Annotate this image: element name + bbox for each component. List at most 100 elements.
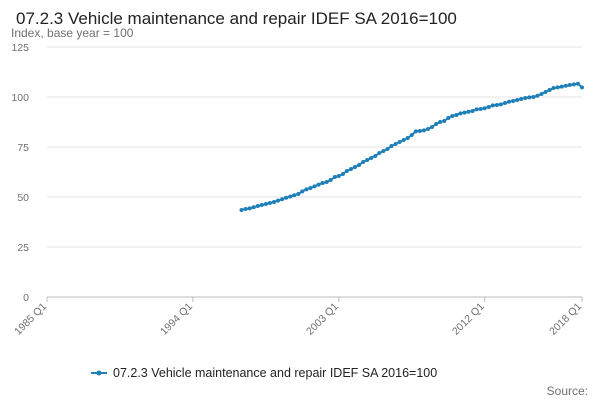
- data-point[interactable]: [401, 138, 406, 142]
- legend[interactable]: 07.2.3 Vehicle maintenance and repair ID…: [91, 366, 437, 380]
- data-point[interactable]: [263, 202, 268, 206]
- data-point[interactable]: [328, 178, 333, 182]
- data-point[interactable]: [466, 109, 471, 114]
- data-point[interactable]: [478, 107, 483, 111]
- data-point[interactable]: [454, 113, 459, 117]
- data-point[interactable]: [349, 167, 353, 171]
- data-point[interactable]: [247, 206, 252, 211]
- legend-label: 07.2.3 Vehicle maintenance and repair ID…: [113, 366, 437, 380]
- data-point[interactable]: [434, 122, 439, 126]
- data-point[interactable]: [239, 208, 244, 212]
- data-point[interactable]: [474, 107, 479, 112]
- data-point[interactable]: [503, 101, 507, 105]
- x-tick-label: 2003 Q1: [304, 301, 341, 338]
- data-point[interactable]: [421, 128, 426, 133]
- data-point[interactable]: [365, 158, 370, 162]
- x-tick-label: 2012 Q1: [450, 301, 487, 338]
- data-point[interactable]: [361, 160, 366, 164]
- chart-subtitle: Index, base year = 100: [11, 26, 134, 40]
- data-point[interactable]: [446, 116, 451, 120]
- data-point[interactable]: [344, 169, 349, 173]
- data-point[interactable]: [304, 187, 309, 192]
- data-point[interactable]: [494, 103, 499, 107]
- data-point[interactable]: [272, 200, 276, 204]
- data-point[interactable]: [369, 156, 374, 160]
- data-point[interactable]: [527, 95, 532, 100]
- data-point[interactable]: [393, 142, 398, 146]
- y-tick-label: 0: [23, 292, 29, 304]
- x-tick-label: 2018 Q1: [547, 301, 584, 338]
- data-point[interactable]: [292, 193, 297, 198]
- data-point[interactable]: [450, 114, 455, 118]
- legend-swatch-marker: [96, 370, 102, 376]
- data-point[interactable]: [259, 203, 264, 207]
- data-point[interactable]: [547, 88, 552, 92]
- data-point[interactable]: [300, 189, 305, 194]
- data-point[interactable]: [567, 83, 572, 87]
- data-point[interactable]: [511, 99, 516, 103]
- data-point[interactable]: [490, 103, 495, 108]
- y-tick-label: 125: [11, 42, 29, 54]
- data-point[interactable]: [397, 140, 402, 144]
- x-tick-label: 1994 Q1: [158, 301, 195, 338]
- data-point[interactable]: [409, 133, 414, 137]
- data-point[interactable]: [381, 149, 386, 153]
- source-label[interactable]: Source:: [547, 384, 588, 398]
- data-point[interactable]: [373, 154, 378, 158]
- data-point[interactable]: [308, 186, 313, 190]
- data-point[interactable]: [276, 198, 280, 203]
- data-point[interactable]: [357, 163, 362, 167]
- data-point[interactable]: [498, 102, 503, 107]
- data-point[interactable]: [413, 129, 418, 134]
- data-point[interactable]: [296, 192, 301, 196]
- data-point[interactable]: [426, 127, 430, 131]
- data-point[interactable]: [563, 83, 568, 88]
- data-point[interactable]: [543, 90, 548, 94]
- data-point[interactable]: [462, 110, 467, 115]
- data-point[interactable]: [486, 105, 491, 109]
- data-point[interactable]: [507, 99, 511, 104]
- data-point[interactable]: [555, 85, 560, 90]
- data-point[interactable]: [417, 129, 422, 133]
- data-point[interactable]: [575, 81, 580, 86]
- data-point[interactable]: [531, 95, 536, 99]
- data-point[interactable]: [458, 111, 463, 116]
- data-point[interactable]: [551, 86, 556, 90]
- data-point[interactable]: [442, 119, 447, 123]
- data-point[interactable]: [482, 106, 487, 111]
- data-point[interactable]: [523, 96, 528, 100]
- data-point[interactable]: [438, 120, 443, 124]
- data-point[interactable]: [251, 205, 256, 210]
- data-point[interactable]: [535, 93, 540, 98]
- data-point[interactable]: [539, 92, 544, 96]
- data-point[interactable]: [316, 182, 321, 187]
- data-point[interactable]: [515, 98, 520, 102]
- data-point[interactable]: [320, 181, 325, 185]
- data-point[interactable]: [405, 136, 410, 140]
- y-tick-label: 100: [11, 92, 29, 104]
- data-point[interactable]: [470, 109, 475, 113]
- data-point[interactable]: [284, 195, 289, 200]
- data-point[interactable]: [267, 201, 272, 205]
- data-point[interactable]: [430, 125, 434, 129]
- data-point[interactable]: [332, 175, 337, 179]
- y-tick-label: 25: [17, 242, 29, 254]
- data-point[interactable]: [280, 197, 285, 202]
- data-point[interactable]: [571, 82, 576, 87]
- data-point[interactable]: [353, 165, 357, 169]
- data-point[interactable]: [336, 174, 341, 178]
- data-point[interactable]: [580, 85, 584, 90]
- data-point[interactable]: [389, 144, 394, 148]
- data-point[interactable]: [377, 151, 382, 155]
- data-point[interactable]: [519, 97, 524, 101]
- data-point[interactable]: [324, 180, 329, 184]
- data-point[interactable]: [312, 184, 317, 189]
- data-point[interactable]: [385, 147, 390, 151]
- data-point[interactable]: [255, 204, 260, 208]
- data-point[interactable]: [243, 207, 248, 211]
- data-point[interactable]: [340, 172, 345, 176]
- data-point[interactable]: [559, 84, 564, 89]
- data-point[interactable]: [288, 194, 293, 199]
